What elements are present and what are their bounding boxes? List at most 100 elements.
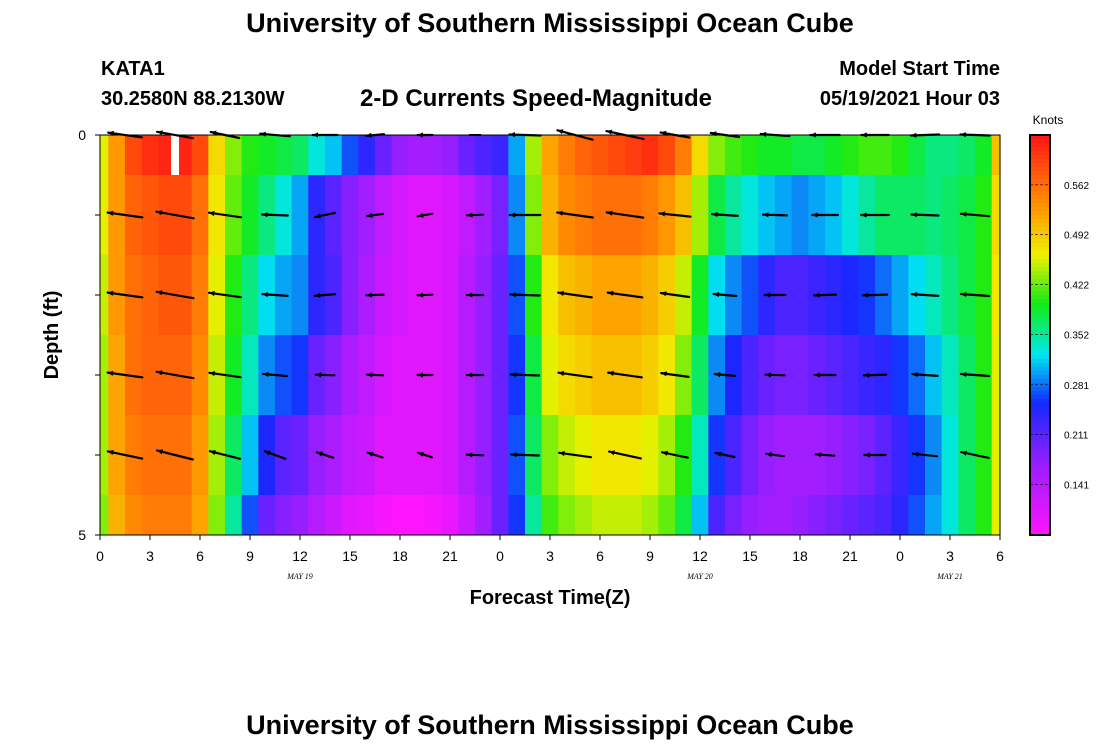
current-vector xyxy=(959,132,991,138)
current-vector xyxy=(416,132,434,138)
heatmap-cell xyxy=(408,135,426,176)
heatmap-cell xyxy=(441,415,459,496)
heatmap-cell xyxy=(741,335,759,416)
current-vector xyxy=(862,372,888,378)
heatmap-cell xyxy=(625,415,643,496)
colorbar-swatch xyxy=(1030,495,1050,500)
colorbar-tick-label: 0.562 xyxy=(1064,181,1089,192)
heatmap-cell xyxy=(275,415,293,496)
current-vector xyxy=(466,212,484,218)
vector-head xyxy=(960,371,967,377)
current-vector xyxy=(155,290,195,300)
colorbar-swatch xyxy=(1030,183,1050,188)
heatmap-cell xyxy=(475,495,493,536)
heatmap-cell xyxy=(841,335,859,416)
heatmap-cell xyxy=(741,415,759,496)
x-tick-label: 15 xyxy=(342,548,358,564)
vector-head xyxy=(558,370,565,376)
heatmap-cell xyxy=(991,415,1001,496)
heatmap-cell xyxy=(141,415,159,496)
heatmap-cell xyxy=(608,495,626,536)
colorbar-swatch xyxy=(1030,239,1050,244)
heatmap-cell xyxy=(891,495,909,536)
date-label: MAY 21 xyxy=(936,572,963,581)
heatmap-cell xyxy=(641,255,659,336)
colorbar-swatch xyxy=(1030,423,1050,428)
vector-head xyxy=(960,291,967,297)
heatmap-cell xyxy=(658,135,676,176)
heatmap-cell xyxy=(691,415,709,496)
heatmap-cell xyxy=(525,135,543,176)
vector-head xyxy=(417,372,423,378)
heatmap-cell xyxy=(608,135,626,176)
colorbar-swatch xyxy=(1030,391,1050,396)
current-vector xyxy=(863,452,887,458)
vector-shaft xyxy=(156,449,194,461)
heatmap-cell xyxy=(825,495,843,536)
colorbar-swatch xyxy=(1030,443,1050,448)
heatmap-cell xyxy=(108,135,126,176)
current-vector xyxy=(314,211,336,219)
colorbar-swatch xyxy=(1030,379,1050,384)
vector-head xyxy=(262,212,268,218)
current-vector xyxy=(106,290,144,299)
colorbar: 0.562 0.492 0.422 0.352 0.281 0.211 0.141 Knots xyxy=(1029,113,1089,536)
heatmap-cell xyxy=(541,135,559,176)
heatmap-cell xyxy=(791,415,809,496)
x-tick-label: 21 xyxy=(442,548,458,564)
heatmap-cell xyxy=(341,415,359,496)
heatmap-cell xyxy=(941,135,959,176)
vector-head xyxy=(156,370,163,376)
colorbar-swatch xyxy=(1030,143,1050,148)
vector-head xyxy=(314,292,321,298)
heatmap-cell xyxy=(991,495,1001,536)
station-coords: 30.2580N 88.2130W xyxy=(101,88,285,110)
heatmap-cell xyxy=(591,255,609,336)
vector-head xyxy=(263,371,269,377)
heatmap-cell xyxy=(591,415,609,496)
current-vector xyxy=(861,292,889,298)
vector-head xyxy=(606,210,613,216)
vector-head xyxy=(509,212,516,218)
heatmap-cell xyxy=(308,135,326,176)
colorbar-swatch xyxy=(1030,447,1050,452)
heatmap-cell xyxy=(325,415,343,496)
heatmap-cell xyxy=(558,175,576,256)
colorbar-frame xyxy=(1029,134,1051,536)
colorbar-swatch xyxy=(1030,459,1050,464)
vector-shaft xyxy=(155,210,195,220)
heatmap-cell xyxy=(108,175,126,256)
heatmap-cell xyxy=(208,495,226,536)
vector-head xyxy=(814,292,820,298)
heatmap-cell xyxy=(175,135,193,176)
page-title-bottom: University of Southern Mississippi Ocean… xyxy=(246,710,854,740)
heatmap-cell xyxy=(425,335,443,416)
vector-head xyxy=(961,450,967,456)
heatmap-cell xyxy=(408,415,426,496)
colorbar-swatch xyxy=(1030,267,1050,272)
heatmap-cell xyxy=(100,255,109,336)
vector-head xyxy=(861,132,867,138)
colorbar-swatch xyxy=(1030,355,1050,360)
current-vector xyxy=(556,129,594,141)
current-vector xyxy=(659,130,691,139)
heatmap-cell xyxy=(991,135,1001,176)
colorbar-swatch xyxy=(1030,491,1050,496)
vector-shaft xyxy=(155,290,195,300)
heatmap-cell xyxy=(591,495,609,536)
x-tick-label: 9 xyxy=(646,548,654,564)
vector-head xyxy=(815,452,822,458)
vector-shaft xyxy=(106,211,144,219)
heatmap-cell xyxy=(791,255,809,336)
colorbar-swatch xyxy=(1030,271,1050,276)
heatmap-cell xyxy=(491,415,509,496)
vector-head xyxy=(608,370,614,376)
heatmap-cell xyxy=(100,175,109,256)
current-vector xyxy=(311,132,339,138)
colorbar-tick-label: 0.281 xyxy=(1064,381,1089,392)
heatmap-cell xyxy=(158,495,176,536)
heatmap-cell xyxy=(991,335,1001,416)
heatmap-cell xyxy=(175,415,193,496)
vector-head xyxy=(316,451,323,457)
heatmap-cell xyxy=(925,135,943,176)
